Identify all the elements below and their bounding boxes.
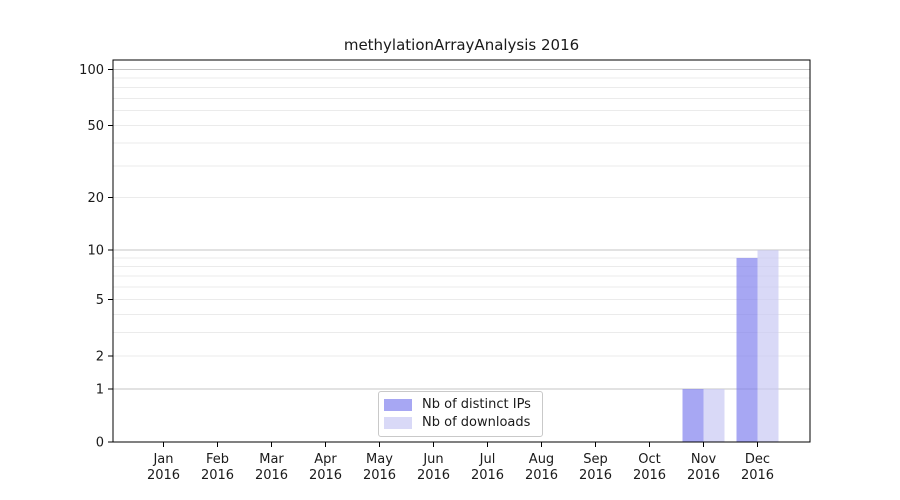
x-tick-label-month: Oct bbox=[638, 452, 660, 467]
x-tick-label-month: Aug bbox=[529, 452, 554, 467]
y-tick-label: 50 bbox=[87, 119, 104, 134]
legend-item-distinct-ips: Nb of distinct IPs bbox=[384, 397, 534, 413]
x-tick-label-year: 2016 bbox=[417, 468, 450, 483]
legend-item-downloads: Nb of downloads bbox=[384, 415, 534, 431]
x-tick-label-month: Dec bbox=[745, 452, 770, 467]
x-tick-label-year: 2016 bbox=[201, 468, 234, 483]
legend-label-downloads: Nb of downloads bbox=[422, 415, 531, 430]
y-tick-label: 10 bbox=[87, 244, 104, 259]
x-tick-label-year: 2016 bbox=[687, 468, 720, 483]
x-tick-label-month: Nov bbox=[691, 452, 717, 467]
x-tick-label-year: 2016 bbox=[579, 468, 612, 483]
y-tick-label: 1 bbox=[96, 383, 104, 398]
bar-downloads bbox=[757, 250, 779, 442]
x-tick-label-year: 2016 bbox=[147, 468, 180, 483]
x-tick-label-month: Jun bbox=[422, 452, 443, 467]
x-tick-label-month: Mar bbox=[259, 452, 284, 467]
y-tick-label: 0 bbox=[96, 436, 104, 451]
y-tick-label: 2 bbox=[96, 349, 104, 364]
plot-frame bbox=[112, 59, 811, 443]
x-tick-label-year: 2016 bbox=[363, 468, 396, 483]
x-tick-label-month: Feb bbox=[206, 452, 229, 467]
x-tick-label-month: Jul bbox=[479, 452, 496, 467]
legend-label-distinct-ips: Nb of distinct IPs bbox=[422, 397, 531, 412]
y-tick-label: 100 bbox=[79, 63, 104, 78]
x-tick-label-year: 2016 bbox=[471, 468, 504, 483]
x-tick-label-year: 2016 bbox=[309, 468, 342, 483]
bar-distinct-ips bbox=[682, 389, 704, 442]
bar-downloads bbox=[703, 389, 725, 442]
x-tick-label-month: Sep bbox=[583, 452, 608, 467]
legend: Nb of distinct IPs Nb of downloads bbox=[378, 391, 543, 437]
chart-title: methylationArrayAnalysis 2016 bbox=[343, 36, 580, 54]
x-tick-label-year: 2016 bbox=[525, 468, 558, 483]
bar-distinct-ips bbox=[736, 257, 758, 442]
y-tick-label: 5 bbox=[96, 293, 104, 308]
legend-swatch-downloads bbox=[384, 417, 412, 429]
x-tick-label-year: 2016 bbox=[741, 468, 774, 483]
x-tick-label-month: Apr bbox=[314, 452, 337, 467]
x-tick-label-year: 2016 bbox=[255, 468, 288, 483]
x-tick-label-month: Jan bbox=[152, 452, 173, 467]
x-tick-label-year: 2016 bbox=[633, 468, 666, 483]
y-tick-label: 20 bbox=[87, 191, 104, 206]
x-tick-label-month: May bbox=[366, 452, 393, 467]
legend-swatch-distinct-ips bbox=[384, 399, 412, 411]
